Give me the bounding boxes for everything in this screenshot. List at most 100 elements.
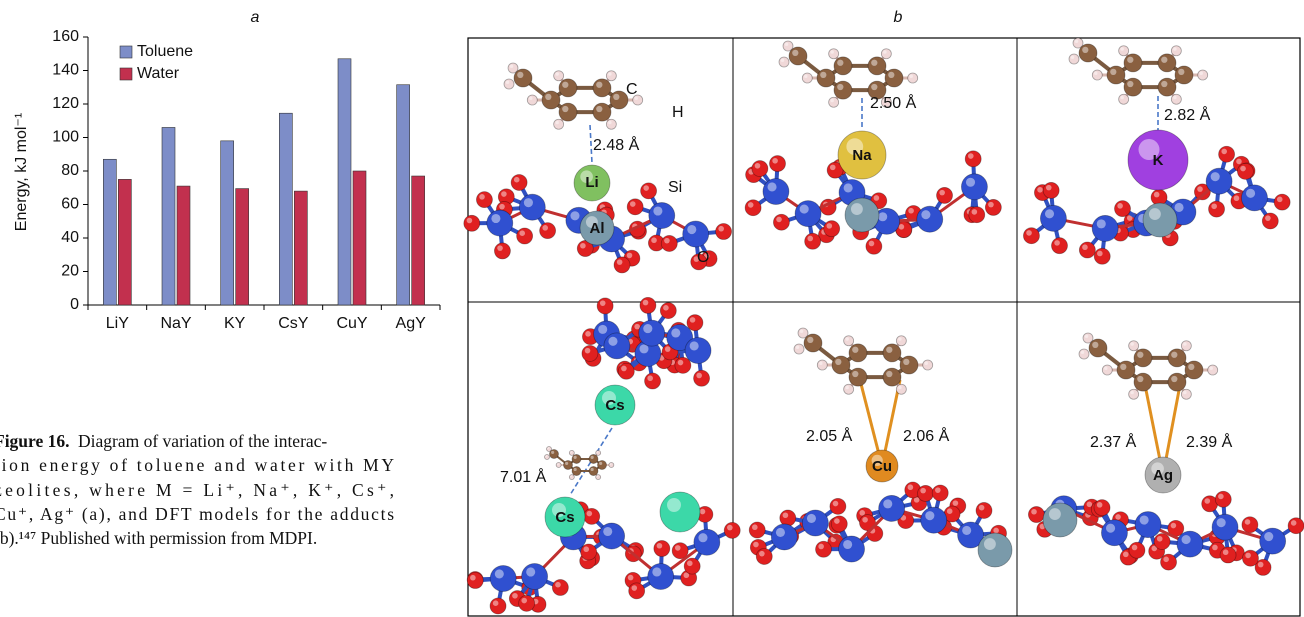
atom-highlight	[776, 528, 785, 537]
atom-highlight	[583, 546, 589, 552]
atom-highlight	[1178, 69, 1184, 75]
atom-highlight	[834, 518, 840, 524]
atom-highlight	[570, 211, 579, 220]
atom-highlight	[1097, 502, 1103, 508]
atom-highlight	[925, 511, 934, 520]
bar	[412, 176, 425, 305]
atom	[1171, 94, 1181, 104]
atom-highlight	[966, 178, 975, 187]
bar	[177, 186, 190, 305]
atom-highlight	[830, 99, 834, 103]
atom-highlight	[859, 510, 865, 516]
atom-highlight	[591, 468, 594, 471]
caption-line: Diagram of variation of the interac-	[78, 431, 327, 451]
atom	[773, 214, 789, 230]
atom-highlight	[675, 545, 681, 551]
atom-highlight	[628, 575, 634, 581]
atom	[599, 523, 625, 549]
distance-label: 2.39 Å	[1186, 432, 1233, 451]
atom	[606, 119, 616, 129]
atom-highlight	[783, 512, 789, 518]
atom-highlight	[1120, 364, 1126, 370]
x-tick-label: AgY	[396, 315, 427, 332]
atom-highlight	[898, 337, 902, 341]
atom-highlight	[696, 373, 702, 379]
atom-highlight	[807, 337, 813, 343]
atom	[1220, 547, 1236, 563]
legend-swatch	[120, 68, 132, 80]
atom	[1134, 349, 1152, 367]
atom	[494, 243, 510, 259]
atom-highlight	[1110, 69, 1116, 75]
atom-highlight	[1082, 244, 1088, 250]
atom-highlight	[1046, 185, 1052, 191]
atom-highlight	[514, 177, 520, 183]
atom	[802, 73, 812, 83]
bar	[294, 191, 307, 305]
atom	[1092, 215, 1118, 241]
atom	[618, 363, 634, 379]
atom-highlight	[1188, 364, 1194, 370]
atom-highlight	[499, 204, 505, 210]
atom	[844, 384, 854, 394]
atom	[900, 356, 918, 374]
atom-highlight	[562, 82, 568, 88]
atom-highlight	[1234, 195, 1240, 201]
atom-highlight	[835, 359, 841, 365]
atom-highlight	[1115, 514, 1121, 520]
atom-highlight	[903, 359, 909, 365]
atom-highlight	[800, 205, 809, 214]
atom-highlight	[852, 371, 858, 377]
atom-highlight	[1246, 189, 1255, 198]
atom	[885, 69, 903, 87]
atom	[614, 257, 630, 273]
atom	[780, 510, 796, 526]
atom-highlight	[585, 348, 591, 354]
atom	[645, 373, 661, 389]
atom-highlight	[908, 208, 914, 214]
atom-highlight	[727, 525, 733, 531]
atom-highlight	[687, 561, 693, 567]
atom	[1051, 238, 1067, 254]
atom	[552, 580, 568, 596]
atom	[978, 533, 1012, 567]
atom-highlight	[574, 468, 577, 471]
atom	[834, 57, 852, 75]
atom	[830, 498, 846, 514]
atom	[1028, 507, 1044, 523]
atom-highlight	[690, 317, 696, 323]
atom	[1124, 78, 1142, 96]
atom	[559, 103, 577, 121]
atom-highlight	[924, 362, 928, 366]
atom-highlight	[979, 505, 985, 511]
atom-highlight	[510, 65, 514, 69]
atom-highlight	[862, 517, 868, 523]
atom	[1043, 182, 1059, 198]
atom-highlight	[1120, 96, 1124, 100]
legend-swatch	[120, 46, 132, 58]
figure: a Energy, kJ mol⁻¹ 020406080100120140160…	[0, 0, 1304, 617]
atom-highlight	[1211, 203, 1217, 209]
atom-highlight	[608, 72, 612, 76]
atom	[1212, 514, 1238, 540]
atom	[504, 79, 514, 89]
atom	[554, 71, 564, 81]
atom-highlight	[851, 203, 863, 215]
atom	[1102, 365, 1112, 375]
bar	[103, 159, 116, 305]
atom	[511, 174, 527, 190]
atom	[923, 360, 933, 370]
atom-highlight	[1161, 57, 1167, 63]
bar	[162, 127, 175, 305]
atom-highlight	[608, 337, 617, 346]
atom	[1181, 389, 1191, 399]
atom-highlight	[555, 72, 559, 76]
atom	[1069, 54, 1079, 64]
atom-highlight	[947, 508, 953, 514]
atom-highlight	[491, 214, 500, 223]
atom-highlight	[598, 325, 607, 334]
atom-highlight	[1183, 342, 1187, 346]
atom-highlight	[1182, 535, 1191, 544]
atom-highlight	[664, 238, 670, 244]
atom-highlight	[501, 191, 507, 197]
